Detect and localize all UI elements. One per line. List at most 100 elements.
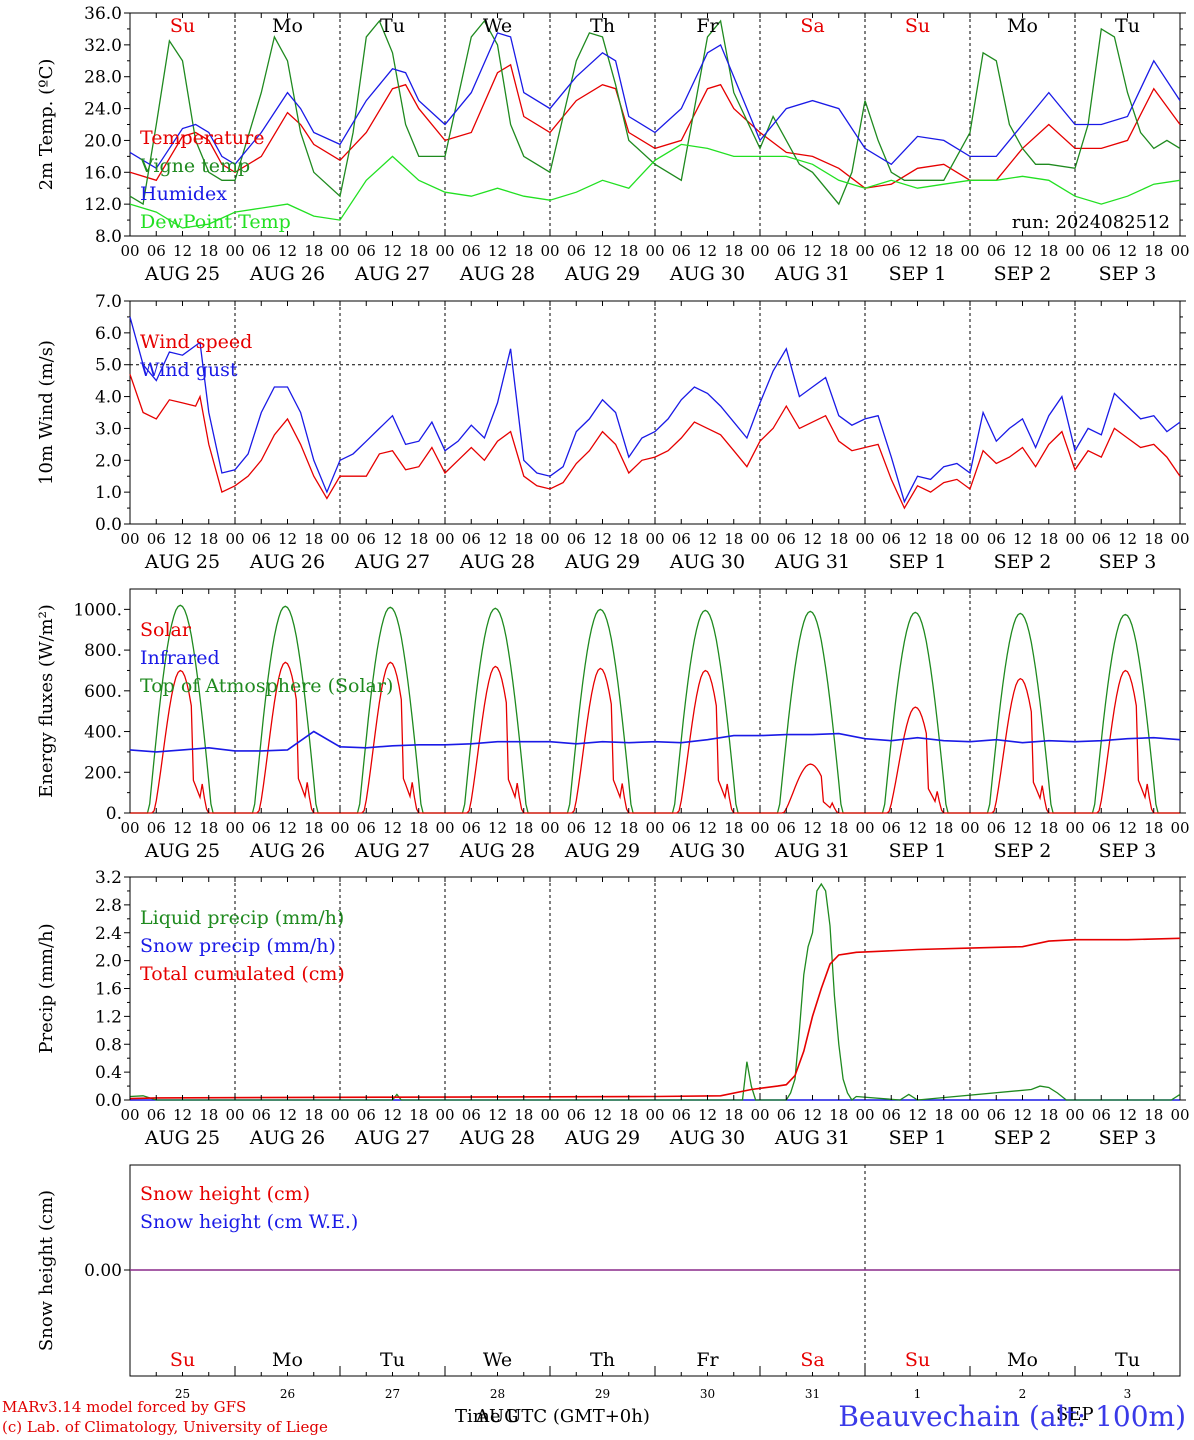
hour-tick-label: 00 <box>540 1106 559 1124</box>
run-label: run: 2024082512 <box>1012 212 1170 233</box>
hour-tick-label: 12 <box>383 530 402 548</box>
hour-tick-label: 18 <box>934 530 953 548</box>
hour-tick-label: 06 <box>1092 1106 1111 1124</box>
hour-tick-label: 12 <box>278 1106 297 1124</box>
date-label: AUG 27 <box>354 263 430 285</box>
hour-tick-label: 00 <box>435 242 454 260</box>
hour-tick-label: 18 <box>409 819 428 837</box>
y-axis-label-5: Snow height (cm) <box>36 1190 57 1351</box>
hour-tick-label: 12 <box>908 242 927 260</box>
date-label: SEP 3 <box>1099 840 1157 862</box>
day-name-label: We <box>483 1349 512 1371</box>
hour-tick-label: 00 <box>960 819 979 837</box>
hour-tick-label: 00 <box>960 242 979 260</box>
month-sep-label: SEP <box>1056 1404 1094 1425</box>
hour-tick-label: 06 <box>147 242 166 260</box>
hour-tick-label: 00 <box>120 1106 139 1124</box>
hour-tick-label: 18 <box>619 242 638 260</box>
hour-tick-label: 18 <box>724 1106 743 1124</box>
date-label: AUG 31 <box>774 840 850 862</box>
date-label: AUG 26 <box>249 263 325 285</box>
day-name-label: Mo <box>1007 15 1038 37</box>
y-tick-label: 24.0 <box>84 100 122 120</box>
hour-tick-label: 12 <box>593 530 612 548</box>
hour-tick-label: 18 <box>829 530 848 548</box>
day-name-label: Tu <box>1115 1349 1140 1371</box>
legend-entry: Infrared <box>140 647 220 669</box>
hour-tick-label: 06 <box>357 819 376 837</box>
date-label: AUG 30 <box>669 840 745 862</box>
date-label: AUG 30 <box>669 1127 745 1149</box>
hour-tick-label: 00 <box>1170 242 1189 260</box>
time-axis-label: Time UTC (GMT+0h) <box>455 1406 650 1427</box>
hour-tick-label: 00 <box>120 819 139 837</box>
hour-tick-label: 06 <box>777 1106 796 1124</box>
hour-tick-label: 12 <box>383 819 402 837</box>
y-tick-label: 200. <box>84 763 122 783</box>
hour-tick-label: 18 <box>934 819 953 837</box>
panel-frame-3 <box>129 588 1181 814</box>
date-label: AUG 27 <box>354 840 430 862</box>
hour-tick-label: 06 <box>462 1106 481 1124</box>
hour-tick-label: 18 <box>829 819 848 837</box>
day-name-label: Th <box>590 15 615 37</box>
day-number-label: 1 <box>914 1387 922 1401</box>
hour-tick-label: 12 <box>1013 530 1032 548</box>
hour-tick-label: 06 <box>147 530 166 548</box>
hour-tick-label: 06 <box>672 242 691 260</box>
hour-tick-label: 18 <box>724 819 743 837</box>
hour-tick-label: 06 <box>357 530 376 548</box>
hour-tick-label: 00 <box>855 242 874 260</box>
day-number-label: 25 <box>175 1387 190 1401</box>
hour-tick-label: 00 <box>225 819 244 837</box>
hour-tick-label: 18 <box>304 530 323 548</box>
hour-tick-label: 00 <box>1065 530 1084 548</box>
day-number-label: 29 <box>595 1387 610 1401</box>
hour-tick-label: 12 <box>1118 1106 1137 1124</box>
hour-tick-label: 06 <box>987 242 1006 260</box>
day-number-label: 26 <box>280 1387 295 1401</box>
hour-tick-label: 06 <box>252 1106 271 1124</box>
hour-tick-label: 06 <box>882 819 901 837</box>
hour-tick-label: 00 <box>855 1106 874 1124</box>
hour-tick-label: 18 <box>829 242 848 260</box>
y-tick-label: 4.0 <box>95 388 122 408</box>
hour-tick-label: 00 <box>1065 819 1084 837</box>
hour-tick-label: 00 <box>750 530 769 548</box>
day-name-label: Tu <box>380 15 405 37</box>
day-name-label: Tu <box>1115 15 1140 37</box>
hour-tick-label: 12 <box>908 1106 927 1124</box>
y-axis-label-2: 10m Wind (m/s) <box>36 340 57 485</box>
day-name-label: Fr <box>696 15 719 37</box>
hour-tick-label: 12 <box>173 819 192 837</box>
date-label: SEP 1 <box>889 1127 947 1149</box>
date-label: SEP 3 <box>1099 263 1157 285</box>
hour-tick-label: 00 <box>435 530 454 548</box>
legend-entry: Liquid precip (mm/h) <box>140 907 344 929</box>
y-tick-label: 16.0 <box>84 163 122 183</box>
y-tick-label: 2.0 <box>95 451 122 471</box>
series-wind-speed <box>129 374 1181 510</box>
series-dewpoint-temp <box>129 143 1181 229</box>
hour-tick-label: 12 <box>698 1106 717 1124</box>
y-tick-label: 28.0 <box>84 68 122 88</box>
hour-tick-label: 06 <box>987 1106 1006 1124</box>
y-tick-label: 600. <box>84 682 122 702</box>
hour-tick-label: 12 <box>383 242 402 260</box>
hour-tick-label: 12 <box>1013 819 1032 837</box>
hour-tick-label: 00 <box>645 530 664 548</box>
hour-tick-label: 06 <box>252 242 271 260</box>
date-label: SEP 3 <box>1099 1127 1157 1149</box>
hour-tick-label: 12 <box>698 819 717 837</box>
day-name-label: Th <box>590 1349 615 1371</box>
hour-tick-label: 18 <box>514 1106 533 1124</box>
y-tick-label: 2.4 <box>95 924 122 944</box>
hour-tick-label: 12 <box>803 242 822 260</box>
day-name-label: Sa <box>800 1349 824 1371</box>
day-name-label: We <box>483 15 512 37</box>
day-name-label: Tu <box>380 1349 405 1371</box>
hour-tick-label: 12 <box>173 530 192 548</box>
hour-tick-label: 18 <box>514 530 533 548</box>
legend-entry: Solar <box>140 619 192 641</box>
